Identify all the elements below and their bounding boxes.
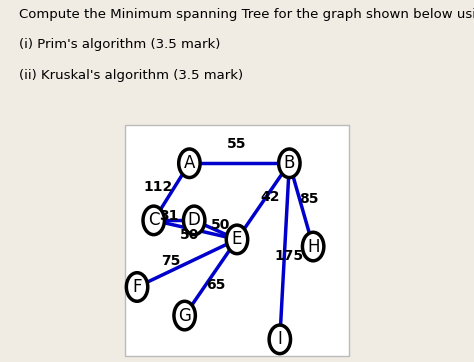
Ellipse shape — [179, 149, 200, 177]
Ellipse shape — [226, 225, 248, 254]
Text: Compute the Minimum spanning Tree for the graph shown below using:: Compute the Minimum spanning Tree for th… — [18, 8, 474, 21]
Ellipse shape — [127, 273, 148, 301]
Text: G: G — [178, 307, 191, 325]
Text: 112: 112 — [144, 180, 173, 194]
Ellipse shape — [143, 206, 164, 235]
Text: 31: 31 — [159, 209, 179, 223]
Text: C: C — [148, 211, 159, 230]
FancyBboxPatch shape — [125, 125, 349, 356]
Ellipse shape — [174, 301, 195, 330]
Text: 75: 75 — [161, 254, 180, 268]
Text: D: D — [188, 211, 201, 230]
Text: 50: 50 — [210, 218, 230, 232]
Text: 50: 50 — [180, 228, 199, 242]
Text: (ii) Kruskal's algorithm (3.5 mark): (ii) Kruskal's algorithm (3.5 mark) — [18, 68, 243, 81]
Ellipse shape — [269, 325, 291, 354]
Text: 65: 65 — [206, 278, 225, 292]
Text: F: F — [132, 278, 142, 296]
Text: B: B — [283, 154, 295, 172]
Text: 175: 175 — [275, 249, 304, 263]
Text: E: E — [232, 230, 242, 248]
Text: 85: 85 — [299, 192, 318, 206]
Text: I: I — [277, 331, 283, 348]
Ellipse shape — [279, 149, 300, 177]
Ellipse shape — [302, 232, 324, 261]
Text: H: H — [307, 237, 319, 256]
Text: 42: 42 — [261, 190, 280, 203]
Ellipse shape — [183, 206, 205, 235]
Text: (i) Prim's algorithm (3.5 mark): (i) Prim's algorithm (3.5 mark) — [18, 38, 220, 51]
Text: 55: 55 — [227, 137, 247, 151]
Text: A: A — [184, 154, 195, 172]
